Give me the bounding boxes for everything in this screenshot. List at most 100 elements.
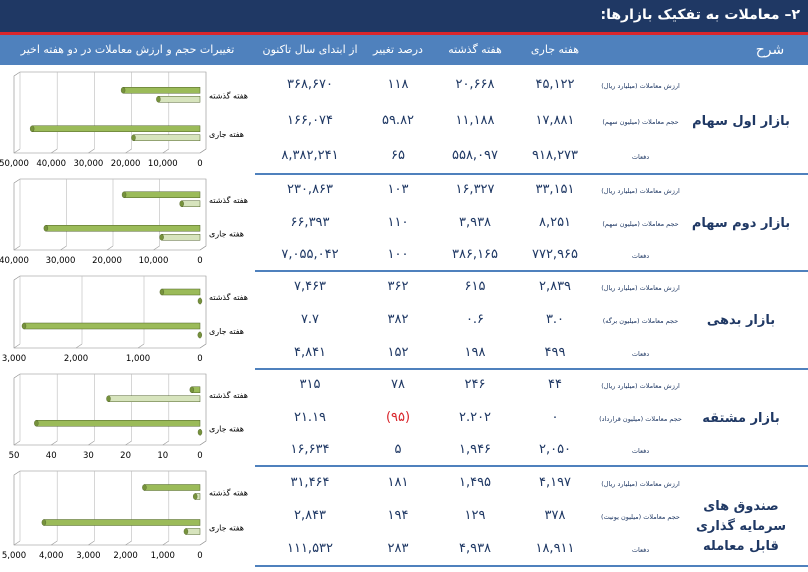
bar-end-cap <box>197 331 203 339</box>
grid-floor-line <box>199 343 207 349</box>
row-label: ارزش معاملات (میلیارد ریال) <box>601 382 680 391</box>
cell-last: ۰.۶ <box>465 312 485 327</box>
section-divider <box>255 368 808 370</box>
market-name: بازار اول سهام <box>692 113 790 129</box>
category-label: هفته گذشته <box>209 195 248 205</box>
market-section: بازار بدهی ارزش معاملات (میلیارد ریال) ۲,۸… <box>0 272 808 370</box>
cell-last: ۶۱۵ <box>464 279 486 295</box>
bar <box>45 225 201 232</box>
grid-floor-line <box>13 540 21 546</box>
x-tick-label: 50,000 <box>0 159 29 169</box>
cell-pct: (۹۵) <box>385 409 411 425</box>
market-section: بازار اول سهام ارزش معاملات (میلیارد ریال… <box>0 68 808 175</box>
chart-frame <box>13 373 207 446</box>
grid-floor-line <box>199 245 207 251</box>
bar <box>23 322 201 330</box>
grid-floor-line <box>13 343 21 349</box>
x-tick-label: 2,000 <box>113 551 137 561</box>
cell-current: ۴,۱۹۷ <box>538 474 572 490</box>
category-label: هفته جاری <box>209 424 244 433</box>
cell-ytd: ۷.۷ <box>300 312 320 327</box>
grid-floor-line <box>199 440 207 446</box>
x-tick-label: 30 <box>83 451 94 461</box>
header-last-week: هفته گذشته <box>448 43 502 56</box>
grid-floor-line <box>88 148 95 154</box>
cell-last: ۱,۹۴۶ <box>458 441 492 457</box>
market-section: صندوق های سرمایه گذاری قابل معامله ارزش م… <box>0 467 808 567</box>
bar <box>161 288 201 296</box>
cell-ytd: ۱۶,۶۳۴ <box>290 441 330 457</box>
row-label: دفعات <box>631 251 650 260</box>
cell-pct: ۱۱۸ <box>387 76 409 92</box>
grid-floor-line <box>199 148 207 154</box>
cell-last: ۳۸۶,۱۶۵ <box>451 246 499 262</box>
x-tick-label: 10,000 <box>148 159 178 169</box>
cell-pct: ۵۹.۸۲ <box>381 112 415 128</box>
grid-floor-line <box>125 440 132 446</box>
row-label: دفعات <box>631 546 650 555</box>
cell-pct: ۱۱۰ <box>387 214 409 230</box>
bar <box>181 200 201 207</box>
grid-floor-line <box>51 540 58 546</box>
cell-last: ۲۰,۶۶۸ <box>455 76 495 92</box>
cell-ytd: ۳۱,۴۶۴ <box>290 474 330 490</box>
bar <box>31 125 201 132</box>
bar <box>43 519 201 526</box>
chart-frame <box>13 275 207 349</box>
row-label: ارزش معاملات (میلیارد ریال) <box>601 479 680 488</box>
cell-ytd: ۳۱۵ <box>299 377 321 393</box>
cell-pct: ۳۸۲ <box>387 312 409 327</box>
x-tick-label: 0 <box>197 159 202 169</box>
market-section: بازار مشتقه ارزش معاملات (میلیارد ریال) ۴۴… <box>0 370 808 467</box>
report-title: ۲– معاملات به تفکیک بازارها: <box>600 7 800 23</box>
x-tick-label: 0 <box>197 551 202 561</box>
cell-ytd: ۱۶۶,۰۷۴ <box>286 112 334 128</box>
cell-last: ۱۱,۱۸۸ <box>455 112 495 128</box>
x-tick-label: 3,000 <box>76 551 100 561</box>
bar-end-cap <box>121 191 127 198</box>
x-tick-label: 40,000 <box>0 256 29 266</box>
cell-current: ۲,۸۳۹ <box>538 279 572 295</box>
bar-end-cap <box>142 484 147 491</box>
market-name: بازار بدهی <box>706 313 776 328</box>
cell-ytd: ۷,۴۶۳ <box>293 279 327 295</box>
bar <box>108 395 201 402</box>
cell-ytd: ۱۱۱,۵۳۲ <box>286 541 334 557</box>
bar-end-cap <box>159 234 164 241</box>
header-pct-change: درصد تغییر <box>373 43 423 56</box>
cell-last: ۱,۴۹۵ <box>458 474 492 490</box>
cell-ytd: ۲,۸۴۳ <box>293 508 327 523</box>
x-tick-label: 30,000 <box>74 159 104 169</box>
grid-floor-line <box>13 148 21 154</box>
header-current-week: هفته جاری <box>530 43 580 56</box>
header-ytd: از ابتدای سال تاکنون <box>262 43 358 56</box>
row-label: دفعات <box>631 349 650 358</box>
row-label: حجم معاملات (میلیون سهم) <box>602 117 679 126</box>
market-chart: 50,000 40,000 30,000 20,000 10,000 0 هفته گذشت… <box>0 68 255 175</box>
x-tick-label: 1,000 <box>151 551 175 561</box>
grid-floor-line <box>125 148 132 154</box>
grid-floor-line <box>162 148 169 154</box>
grid-floor-line <box>88 440 95 446</box>
bar <box>36 420 201 427</box>
x-tick-label: 1,000 <box>126 354 150 364</box>
x-tick-label: 10 <box>157 451 168 461</box>
grid-floor-line <box>162 440 169 446</box>
bar-end-cap <box>29 125 35 132</box>
bar-end-cap <box>120 87 126 94</box>
bar-end-cap <box>159 288 165 296</box>
bar-end-cap <box>183 528 189 535</box>
cell-pct: ۱۸۱ <box>387 474 409 490</box>
x-tick-label: 50 <box>9 451 20 461</box>
x-tick-label: 40 <box>46 451 57 461</box>
row-label: حجم معاملات (میلیون یونیت) <box>601 513 680 521</box>
grid-floor-line <box>13 440 21 446</box>
cell-current: ۳۷۸ <box>544 508 566 523</box>
cell-pct: ۶۵ <box>391 148 405 164</box>
grid-floor-line <box>51 148 58 154</box>
bar <box>122 87 201 94</box>
table-header: شرح هفته جاری هفته گذشته درصد تغییر از ا… <box>0 35 808 65</box>
cell-current: ۲,۰۵۰ <box>538 441 572 457</box>
cell-current: ۳.۰ <box>545 312 565 327</box>
x-tick-label: 5,000 <box>2 551 26 561</box>
